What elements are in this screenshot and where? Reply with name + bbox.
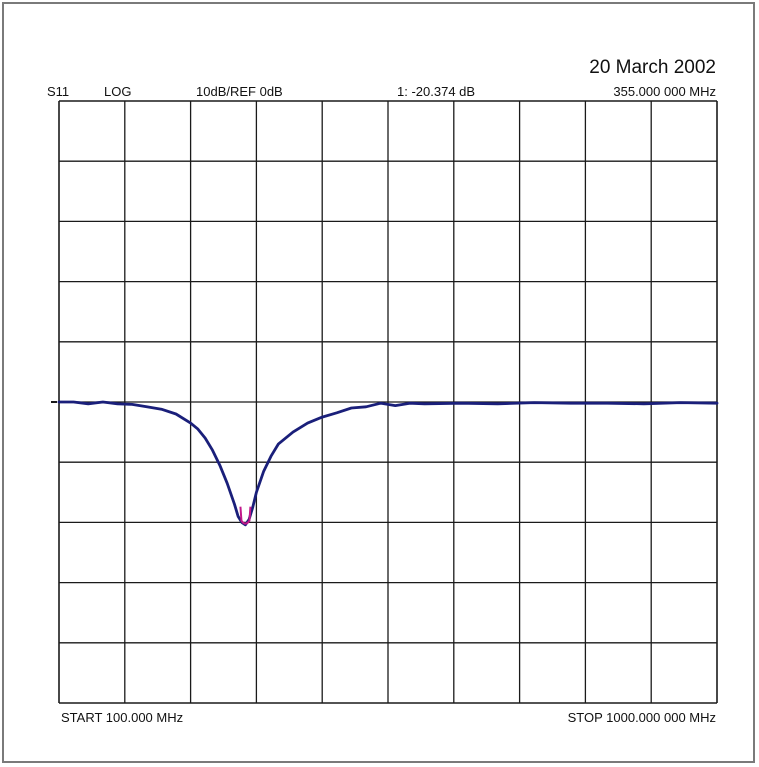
start-frequency: START 100.000 MHz — [61, 710, 184, 725]
scale-label: 10dB/REF 0dB — [196, 84, 283, 99]
parameter-label: S11 — [47, 84, 70, 99]
s11-trace — [57, 400, 719, 527]
date-label: 20 March 2002 — [589, 57, 716, 78]
format-label: LOG — [104, 84, 132, 99]
marker-frequency: 355.000 000 MHz — [613, 84, 716, 99]
marker-1-symbol — [239, 506, 252, 525]
marker-readout: 1: -20.374 dB — [397, 84, 476, 99]
stop-frequency: STOP 1000.000 000 MHz — [567, 710, 716, 725]
